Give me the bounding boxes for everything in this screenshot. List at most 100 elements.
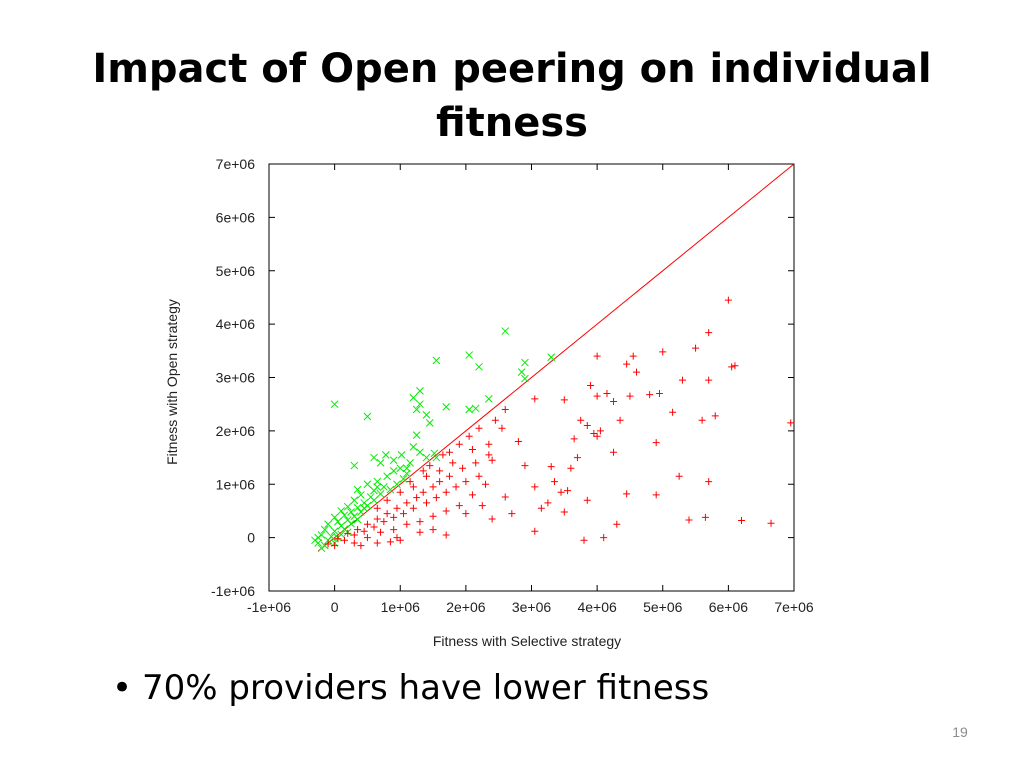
data-point-open-better	[317, 544, 326, 553]
data-point-open-better	[517, 368, 526, 377]
data-point-selective-better	[698, 416, 706, 424]
data-point-selective-better	[452, 483, 460, 491]
data-point-selective-better	[738, 517, 745, 525]
data-point-selective-better	[416, 528, 424, 536]
data-point-selective-better	[652, 439, 660, 447]
data-point-selective-better	[383, 510, 391, 518]
data-point-selective-better	[354, 526, 362, 534]
data-point-selective-better	[488, 515, 496, 523]
data-point-selective-better	[485, 451, 493, 459]
data-point-selective-better	[787, 419, 795, 427]
data-point-open-better	[350, 496, 359, 505]
data-point-selective-better	[442, 488, 450, 496]
data-point-open-better	[376, 490, 385, 498]
data-point-selective-better	[465, 432, 473, 440]
data-point-open-better	[397, 451, 406, 459]
data-point-selective-better	[390, 513, 398, 521]
data-point-open-better	[432, 356, 441, 365]
data-point-selective-better	[373, 515, 381, 523]
data-point-selective-better	[501, 406, 509, 414]
data-point-open-better	[376, 459, 385, 467]
data-point-selective-better	[544, 499, 552, 507]
slide-title-line2: fitness	[436, 100, 588, 146]
y-tick-label: 2e+06	[216, 423, 256, 439]
data-point-selective-better	[468, 491, 476, 499]
data-point-selective-better	[659, 348, 667, 356]
data-point-selective-better	[455, 440, 463, 448]
data-point-open-better	[360, 504, 369, 513]
data-point-open-better	[370, 453, 378, 462]
data-point-selective-better	[547, 463, 555, 471]
data-point-selective-better	[396, 536, 404, 544]
data-point-open-better	[412, 405, 421, 414]
data-point-selective-better	[616, 416, 624, 424]
data-point-open-better	[442, 403, 451, 411]
data-point-selective-better	[705, 478, 713, 486]
data-point-selective-better	[587, 382, 595, 390]
data-point-selective-better	[531, 395, 539, 403]
data-point-selective-better	[564, 487, 572, 495]
data-point-selective-better	[610, 398, 618, 406]
data-point-open-better	[343, 502, 352, 511]
data-point-selective-better	[482, 480, 490, 488]
data-point-selective-better	[360, 527, 368, 535]
data-point-open-better	[432, 453, 441, 462]
data-point-open-better	[396, 464, 405, 473]
data-point-open-better	[324, 536, 332, 545]
data-point-selective-better	[442, 507, 450, 515]
data-point-open-better	[465, 405, 474, 414]
data-point-open-better	[337, 507, 346, 515]
data-point-open-better	[330, 513, 339, 522]
x-tick-label: 5e+06	[643, 599, 683, 615]
bullet-text: 70% providers have lower fitness	[142, 668, 710, 708]
data-point-selective-better	[393, 504, 401, 512]
data-point-selective-better	[403, 520, 411, 528]
x-tick-label: 2e+06	[446, 599, 486, 615]
data-point-selective-better	[550, 478, 558, 486]
data-point-selective-better	[419, 488, 427, 496]
data-point-open-better	[430, 449, 439, 458]
data-point-open-better	[521, 358, 529, 367]
data-point-selective-better	[685, 516, 693, 524]
x-tick-label: 6e+06	[709, 599, 749, 615]
data-point-selective-better	[475, 424, 483, 432]
data-point-selective-better	[350, 539, 358, 547]
data-point-open-better	[340, 511, 349, 520]
data-point-selective-better	[531, 483, 539, 491]
x-axis-label: Fitness with Selective strategy	[433, 633, 621, 649]
data-point-selective-better	[439, 451, 447, 459]
data-point-selective-better	[429, 512, 437, 520]
data-point-open-better	[425, 419, 434, 427]
y-tick-label: -1e+06	[211, 583, 255, 599]
data-point-open-better	[465, 351, 474, 359]
y-tick-label: 4e+06	[216, 316, 256, 332]
data-point-open-better	[330, 400, 339, 409]
data-point-selective-better	[560, 508, 568, 516]
data-point-selective-better	[491, 416, 499, 424]
bullet-point: • 70% providers have lower fitness	[112, 668, 709, 708]
data-point-open-better	[521, 374, 529, 383]
data-point-selective-better	[400, 510, 408, 518]
data-point-selective-better	[324, 540, 332, 548]
data-point-selective-better	[633, 368, 640, 376]
data-point-selective-better	[521, 462, 529, 470]
data-point-selective-better	[344, 529, 352, 537]
data-point-selective-better	[626, 392, 634, 400]
data-point-selective-better	[514, 438, 522, 446]
data-point-open-better	[416, 386, 424, 395]
data-point-open-better	[471, 404, 480, 413]
y-tick-label: 1e+06	[216, 476, 256, 492]
data-point-selective-better	[357, 542, 365, 550]
data-point-open-better	[357, 491, 365, 499]
data-point-selective-better	[350, 531, 358, 539]
data-point-selective-better	[429, 483, 437, 491]
data-point-open-better	[353, 515, 362, 524]
data-point-selective-better	[363, 520, 371, 528]
data-point-open-better	[370, 496, 378, 505]
data-point-selective-better	[652, 491, 660, 499]
data-point-selective-better	[488, 456, 496, 464]
data-point-selective-better	[692, 344, 700, 352]
data-point-open-better	[363, 480, 372, 489]
data-point-selective-better	[396, 488, 404, 496]
data-point-open-better	[347, 508, 355, 516]
